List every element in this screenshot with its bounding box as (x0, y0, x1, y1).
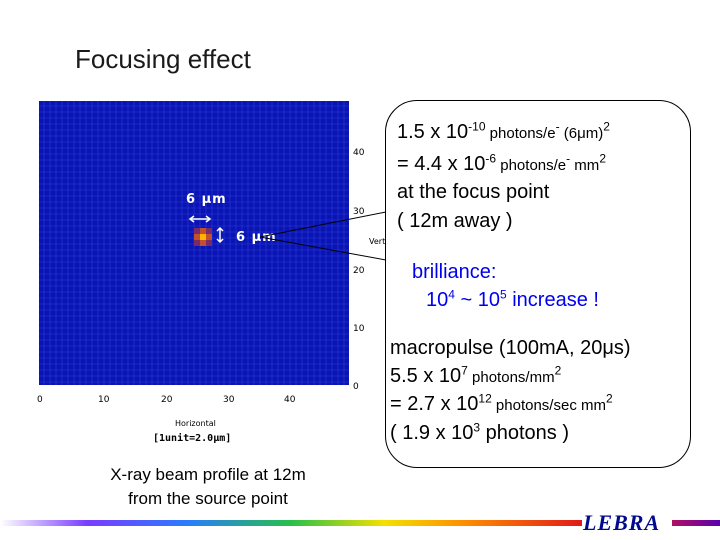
macropulse-photons-per-mm2: 5.5 x 107 photons/mm2 (390, 363, 562, 387)
x-tick-10: 10 (98, 395, 110, 405)
focus-spot (194, 228, 212, 246)
y-tick-20: 20 (353, 266, 365, 276)
spot-height-label: 6 μm (236, 230, 277, 245)
spot-cell (206, 240, 212, 246)
y-tick-0: 0 (353, 382, 359, 392)
beam-profile-plot (38, 100, 350, 386)
height-arrow (216, 226, 224, 244)
spot-cell (206, 228, 212, 234)
y-axis-label: Vertical (369, 237, 399, 246)
callout-line-distance: ( 12m away ) (397, 210, 513, 232)
spot-cell (194, 234, 200, 240)
slide-title: Focusing effect (75, 44, 251, 74)
x-tick-0: 0 (37, 395, 43, 405)
spot-cell (200, 234, 206, 240)
callout-line-photons-per-electron: 1.5 x 10-10 photons/e- (6μm)2 (397, 119, 610, 143)
spot-cell (200, 228, 206, 234)
x-axis-label: Horizontal (175, 419, 216, 428)
y-tick-10: 10 (353, 324, 365, 334)
x-tick-20: 20 (161, 395, 173, 405)
footer-rainbow-bar-right (672, 520, 720, 526)
macropulse-photons-per-sec: = 2.7 x 1012 photons/sec mm2 (390, 391, 613, 415)
macropulse-photons-total: ( 1.9 x 103 photons ) (390, 420, 570, 444)
macropulse-line: macropulse (100mA, 20μs) (390, 337, 631, 359)
brilliance-label: brilliance: (412, 261, 497, 283)
figure-caption: X-ray beam profile at 12m from the sourc… (110, 465, 306, 508)
y-tick-40: 40 (353, 148, 365, 158)
plot-grid (38, 100, 350, 386)
x-tick-40: 40 (284, 395, 296, 405)
spot-cell (194, 240, 200, 246)
spot-width-label: 6 μm (186, 192, 227, 207)
callout-line-per-mm2: = 4.4 x 10-6 photons/e- mm2 (397, 151, 606, 175)
info-callout (385, 100, 691, 468)
y-tick-30: 30 (353, 207, 365, 217)
spot-cell (194, 228, 200, 234)
lebra-logo: LEBRA (583, 510, 661, 535)
footer-rainbow-bar (0, 520, 582, 526)
callout-line-focus-point: at the focus point (397, 181, 550, 203)
width-arrow (188, 215, 212, 223)
x-tick-30: 30 (223, 395, 235, 405)
unit-label: [1unit=2.0μm] (153, 433, 232, 444)
spot-cell (200, 240, 206, 246)
spot-cell (206, 234, 212, 240)
brilliance-increase: 104 ~ 105 increase ! (426, 287, 599, 311)
